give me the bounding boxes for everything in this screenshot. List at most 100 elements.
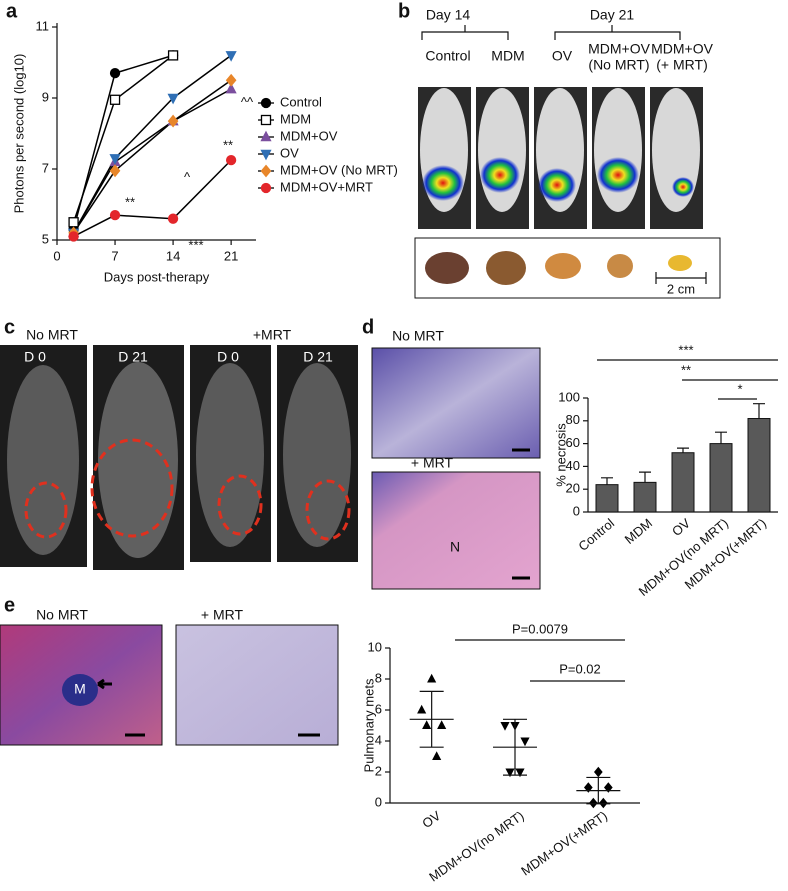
marker [593,766,603,778]
panel-label: d [362,316,374,338]
marker [598,797,608,809]
y-tick-label: 0 [573,503,580,518]
panel-d-images: No MRT + MRT N [371,328,541,590]
annotation: P=0.0079 [512,621,568,636]
x-axis-label: Days post-therapy [104,269,210,284]
y-tick-label: 8 [375,670,382,685]
panel-label: a [6,0,18,22]
y-tick-label: 80 [566,412,580,427]
group-label: (+ MRT) [656,57,707,73]
x-tick-label: MDM [622,515,655,546]
day-label: Day 14 [426,7,471,23]
legend-label: Control [280,94,322,109]
y-tick-label: 60 [566,435,580,450]
annotation: * [737,381,742,396]
panel-label: c [4,316,15,338]
marker [437,720,447,729]
y-axis-label: Photons per second (log10) [11,54,26,214]
annotation: ^^ [241,94,254,109]
panel-e-images: No MRT + MRT M [0,607,339,746]
annotation: ^ [184,169,191,184]
bracket [421,25,509,40]
y-tick-label: 6 [375,701,382,716]
x-tick-label: MDM+OV(+MRT) [518,808,610,879]
marker [427,673,437,683]
x-tick-label: OV [419,808,443,831]
y-tick-label: 5 [42,231,49,246]
marker [500,722,510,731]
error-bar [601,477,613,485]
x-tick-label: 7 [111,248,118,263]
marker [260,97,272,109]
y-tick-label: 100 [558,389,580,404]
bracket [554,25,681,40]
panel-label: e [4,594,15,616]
marker [260,130,272,142]
mouse-images [418,87,703,229]
marker [167,114,179,128]
marker [167,93,179,105]
annotation: *** [188,237,203,252]
image-label: No MRT [392,328,444,344]
marker [167,50,179,61]
x-tick-label: Control [575,515,617,554]
day-label: D 21 [118,349,148,365]
image-label: + MRT [411,455,454,471]
y-tick-label: 11 [36,18,50,33]
panel-label: b [398,0,410,22]
bar [633,481,657,513]
marker [260,182,272,194]
day-label: Day 21 [590,7,635,23]
day-label: D 0 [24,349,46,365]
y-tick-label: 9 [42,89,49,104]
panel-c: No MRT +MRT D 0 D 21 D 0 D 21 [0,327,358,570]
annotation: ** [681,362,691,377]
y-tick-label: 10 [368,639,382,654]
error-bar [586,776,611,805]
marker [588,797,598,809]
x-tick-label: 0 [53,248,60,263]
marker [109,209,121,221]
marker [225,51,237,62]
error-bar [753,403,765,419]
marker [167,213,179,224]
group-label: MDM+OV [651,41,714,57]
bar [671,452,695,513]
marker [225,82,237,94]
image-label: No MRT [26,327,78,343]
y-tick-label: 2 [375,763,382,778]
marker [260,149,272,161]
annotation: ** [125,194,135,209]
marker [583,782,593,793]
series-line [72,54,174,230]
error-bar [503,718,527,776]
y-axis-label: % necrosis [553,423,568,487]
marker [109,164,121,178]
x-tick-label: OV [669,515,693,539]
marker [109,154,121,165]
region-label: M [74,681,86,697]
scale-bar [655,272,707,284]
y-tick-label: 4 [375,732,382,747]
marker [417,704,427,714]
marker [109,68,121,79]
marker [225,73,237,87]
error-bar [715,431,727,444]
series-line [72,54,232,234]
series-line [73,159,232,238]
series-line [72,88,232,234]
day-label: D 0 [217,349,239,365]
bar [747,418,771,513]
marker [520,737,530,747]
annotation: P=0.02 [559,661,601,676]
annotation: ** [223,137,233,152]
legend-label: MDM [280,111,311,126]
marker [603,782,613,793]
marker [260,164,272,178]
y-axis-label: Pulmonary mets [361,678,376,772]
marker [515,768,525,778]
group-label: (No MRT) [588,57,649,73]
legend-label: MDM+OV (No MRT) [280,162,398,177]
panel-b: Day 14 Day 21 Control MDM OV MDM+OV (No … [414,7,721,299]
